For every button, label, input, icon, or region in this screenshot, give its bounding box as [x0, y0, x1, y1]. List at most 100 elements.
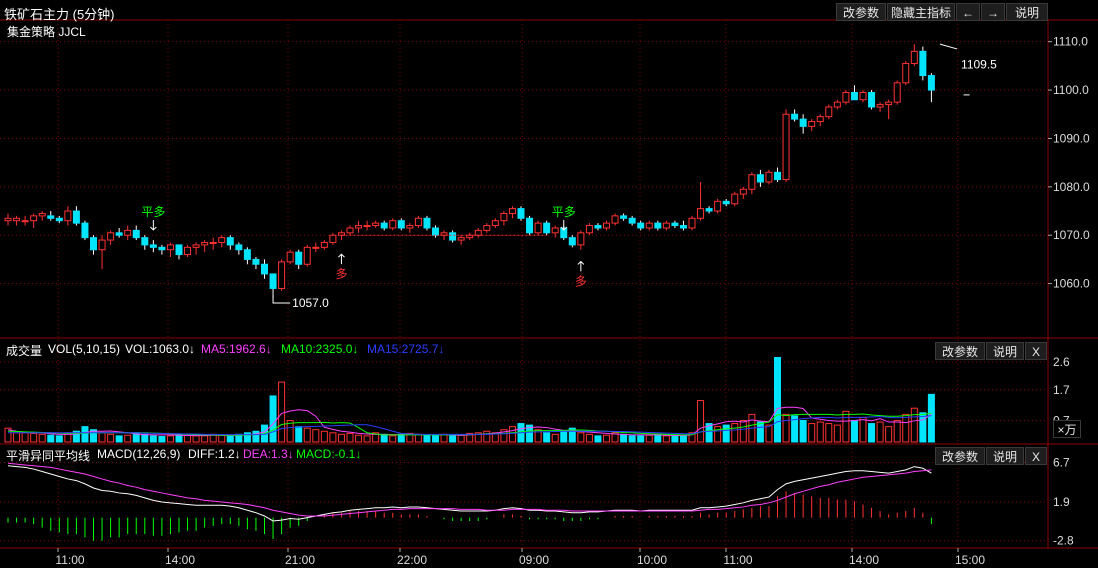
volume-bar — [808, 423, 816, 443]
volume-bar — [500, 429, 508, 443]
candle-body — [252, 258, 260, 265]
volume-bar — [38, 433, 46, 443]
volume-bar — [885, 426, 893, 443]
volume-bar — [739, 420, 747, 443]
volume-bar — [363, 435, 371, 443]
candle-body — [243, 249, 251, 260]
help-button[interactable]: 说明 — [1006, 3, 1048, 21]
candle-body — [355, 225, 363, 229]
candle-body — [440, 232, 448, 236]
candle-body — [748, 174, 756, 190]
candle-body — [526, 217, 534, 234]
candle-body — [902, 62, 910, 84]
volume-close-icon[interactable]: X — [1025, 342, 1047, 360]
candle-body — [679, 225, 687, 229]
volume-bar — [671, 435, 679, 443]
candle-body — [850, 91, 858, 101]
volume-bar — [21, 432, 29, 443]
volume-bar — [508, 426, 516, 443]
candle-body — [876, 104, 884, 108]
candle-body — [329, 234, 337, 243]
arrow-down-icon — [560, 219, 568, 231]
candle-body — [397, 220, 405, 229]
volume-bar — [534, 429, 542, 443]
candle-body — [235, 244, 243, 251]
hide-main-indicator-button[interactable]: 隐藏主指标 — [887, 3, 955, 21]
time-tick-label: 14:00 — [165, 553, 195, 567]
volume-bar — [551, 433, 559, 443]
macd-value: MACD:-0.1↓ — [296, 447, 362, 461]
volume-bar — [107, 433, 115, 443]
candle-body — [13, 217, 21, 222]
volume-bar — [850, 420, 858, 443]
candle-body — [175, 244, 183, 256]
candle-body — [671, 222, 679, 227]
candle-body — [389, 220, 397, 229]
candle-body — [209, 241, 217, 244]
volume-bar — [406, 432, 414, 443]
volume-bar — [782, 413, 790, 443]
macd-close-icon[interactable]: X — [1025, 447, 1047, 465]
candle-body — [218, 237, 226, 243]
candle-body — [261, 263, 268, 275]
volume-bar — [98, 432, 106, 443]
time-tick-label: 10:00 — [637, 553, 667, 567]
macd-help-button[interactable]: 说明 — [986, 447, 1024, 465]
volume-bar — [876, 421, 884, 443]
candle-body — [107, 232, 115, 241]
candle-body — [90, 237, 97, 251]
volume-bar — [620, 433, 628, 443]
volume-params: VOL(5,10,15) — [48, 342, 121, 356]
candle-body — [765, 171, 773, 183]
arrow-right-icon[interactable]: → — [981, 3, 1005, 21]
volume-ma5: MA5:1962.6↓ — [201, 342, 272, 356]
volume-bar — [192, 435, 200, 443]
volume-ma15: MA15:2725.7↓ — [367, 342, 445, 356]
volume-bar — [414, 433, 422, 443]
candle-body — [72, 210, 80, 224]
candle-body — [286, 251, 294, 263]
macd-change-params-button[interactable]: 改参数 — [935, 447, 985, 465]
time-tick-label: 21:00 — [285, 553, 315, 567]
volume-change-params-button[interactable]: 改参数 — [935, 342, 985, 360]
price-tick-label: 1060.0 — [1053, 277, 1090, 291]
candle-body — [432, 227, 439, 236]
candle-body — [30, 215, 38, 222]
candle-body — [269, 273, 277, 289]
candle-body — [158, 246, 166, 251]
high-marker — [939, 43, 958, 50]
volume-bar — [13, 432, 21, 443]
candle-body — [585, 225, 593, 234]
candle-body — [910, 50, 918, 64]
candle-body — [662, 222, 670, 229]
candle-body — [47, 215, 55, 219]
candle-body — [98, 239, 106, 251]
volume-bar — [337, 433, 345, 443]
candle-body — [620, 215, 628, 219]
time-tick-label: 14:00 — [849, 553, 879, 567]
volume-bar — [688, 432, 696, 443]
time-tick-label: 15:00 — [955, 553, 985, 567]
arrow-up-icon — [577, 260, 585, 272]
volume-bar — [90, 429, 97, 443]
volume-help-button[interactable]: 说明 — [986, 342, 1024, 360]
macd-tick-label: 1.9 — [1053, 495, 1070, 509]
candle-body — [799, 118, 807, 127]
time-tick-label: 22:00 — [397, 553, 427, 567]
volume-bar — [483, 430, 491, 443]
candle-body — [500, 212, 508, 222]
candle-body — [320, 241, 328, 248]
arrow-left-icon[interactable]: ← — [956, 3, 980, 21]
volume-bar — [919, 412, 927, 443]
change-params-button[interactable]: 改参数 — [836, 3, 886, 21]
volume-bar — [577, 432, 585, 443]
candle-body — [184, 246, 192, 256]
volume-bar — [722, 424, 730, 443]
candle-body — [508, 208, 516, 214]
candle-body — [637, 222, 645, 229]
candle-body — [372, 222, 380, 227]
volume-bar — [774, 357, 781, 443]
volume-bar — [474, 432, 482, 443]
volume-bar — [149, 435, 157, 443]
